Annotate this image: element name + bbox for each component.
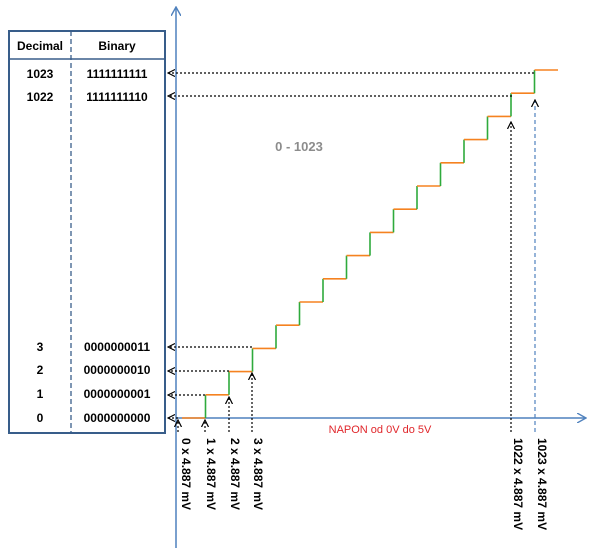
- header-binary: Binary: [98, 39, 136, 53]
- range-label: 0 - 1023: [275, 139, 323, 154]
- row-3-decimal: 3: [37, 340, 44, 354]
- row-0-decimal: 0: [37, 411, 44, 425]
- row-2-decimal: 2: [37, 363, 44, 377]
- row-1022-binary: 1111111110: [86, 90, 148, 104]
- voltage-label-1022: 1022 x 4.887 mV: [511, 438, 525, 530]
- voltage-label-3: 3 x 4.887 mV: [251, 438, 265, 510]
- code-table: Decimal Binary 1023 1111111111 1022 1111…: [8, 30, 166, 434]
- voltage-label-2: 2 x 4.887 mV: [228, 438, 242, 510]
- code-pointers: [168, 73, 534, 418]
- row-1022-decimal: 1022: [27, 90, 54, 104]
- row-3-binary: 0000000011: [84, 340, 150, 354]
- row-1-binary: 0000000001: [84, 387, 151, 401]
- row-0-binary: 0000000000: [84, 411, 151, 425]
- row-2-binary: 0000000010: [84, 363, 151, 377]
- x-axis-label: NAPON od 0V do 5V: [329, 424, 432, 436]
- row-1023-binary: 1111111111: [87, 67, 148, 81]
- row-1023-decimal: 1023: [27, 67, 54, 81]
- voltage-pointers: [178, 100, 535, 432]
- voltage-label-1: 1 x 4.887 mV: [204, 438, 218, 510]
- header-decimal: Decimal: [17, 39, 63, 53]
- voltage-label-0: 0 x 4.887 mV: [179, 438, 193, 510]
- staircase: [182, 69, 558, 419]
- voltage-label-1023: 1023 x 4.887 mV: [535, 438, 549, 530]
- row-1-decimal: 1: [37, 387, 44, 401]
- table-border: [8, 30, 166, 434]
